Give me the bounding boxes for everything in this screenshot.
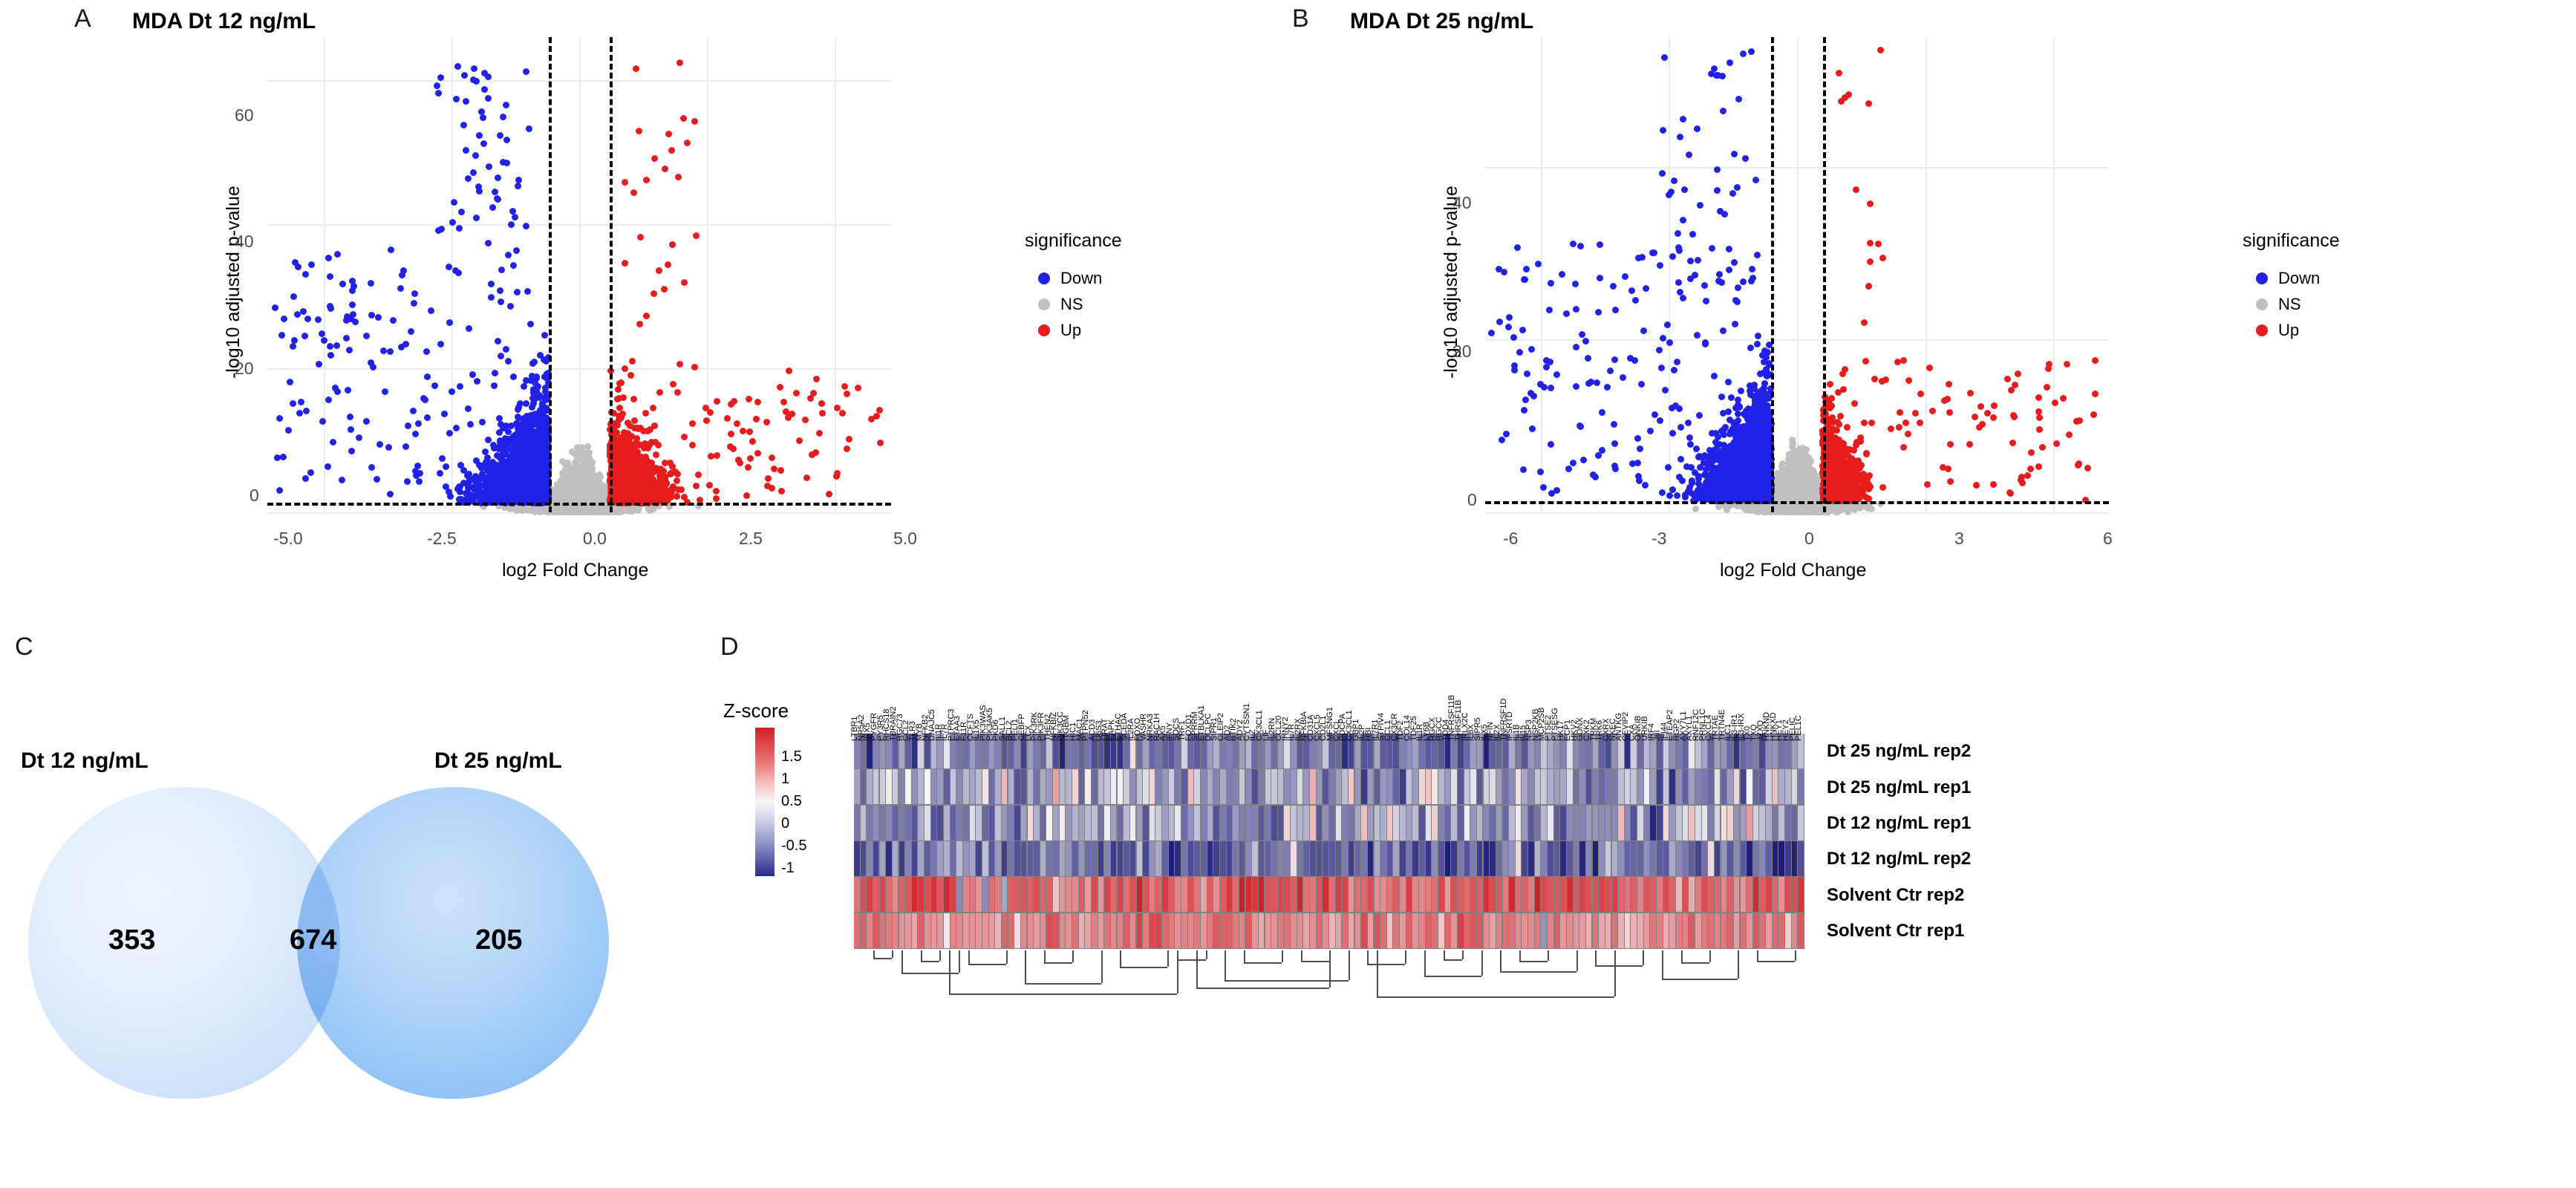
- volcano-point: [584, 471, 590, 477]
- volcano-point: [508, 484, 515, 491]
- volcano-point: [290, 400, 296, 407]
- volcano-point: [518, 451, 524, 458]
- volcano-point: [423, 348, 430, 355]
- gridline-horizontal: [267, 80, 891, 82]
- gridline-vertical: [451, 37, 453, 512]
- gridline-vertical: [579, 37, 581, 512]
- volcano-point: [542, 388, 549, 395]
- gridline-vertical: [324, 37, 325, 512]
- volcano-point: [515, 462, 521, 469]
- volcano-point: [521, 383, 527, 390]
- panel-a-title: MDA Dt 12 ng/mL: [132, 9, 316, 34]
- gridline-horizontal: [267, 368, 891, 370]
- volcano-point: [647, 507, 653, 514]
- volcano-point: [573, 457, 580, 464]
- volcano-point: [573, 474, 580, 480]
- gridline-vertical: [835, 37, 836, 512]
- panel-a: A MDA Dt 12 ng/mL -log10 adjusted p-valu…: [0, 0, 1262, 587]
- volcano-point: [524, 443, 531, 449]
- panel-a-y-axis-label: -log10 adjusted p-value: [223, 186, 244, 379]
- volcano-point: [514, 289, 521, 296]
- volcano-point: [290, 343, 296, 350]
- volcano-point: [517, 400, 524, 407]
- panel-a-ytick-40: 40: [235, 232, 254, 252]
- volcano-point: [505, 469, 512, 476]
- panel-a-ytick-0: 0: [250, 486, 259, 506]
- volcano-point: [508, 497, 515, 503]
- volcano-point: [635, 507, 642, 514]
- volcano-point: [541, 332, 548, 339]
- panel-a-letter: A: [74, 4, 91, 33]
- volcano-point: [524, 413, 530, 420]
- volcano-point: [596, 478, 602, 485]
- volcano-point: [539, 400, 546, 407]
- volcano-point: [538, 482, 544, 489]
- panel-a-plot-area: [267, 37, 891, 512]
- volcano-point: [533, 375, 540, 382]
- volcano-point: [402, 443, 409, 450]
- panel-a-ytick-60: 60: [235, 105, 254, 125]
- volcano-point: [588, 463, 595, 469]
- volcano-point: [535, 383, 541, 390]
- volcano-point: [424, 414, 431, 421]
- volcano-point: [624, 506, 630, 512]
- volcano-point: [511, 474, 518, 481]
- volcano-point: [506, 436, 512, 443]
- gridline-horizontal: [267, 224, 891, 226]
- panel-a-ytick-20: 20: [235, 359, 254, 379]
- volcano-point: [579, 448, 586, 455]
- volcano-point: [567, 479, 573, 486]
- gridline-vertical: [707, 37, 708, 512]
- volcano-point: [527, 321, 534, 327]
- volcano-point: [529, 404, 535, 411]
- volcano-point: [542, 443, 549, 450]
- volcano-point: [443, 463, 449, 470]
- volcano-point: [496, 415, 503, 422]
- volcano-point: [347, 414, 353, 420]
- volcano-point: [499, 452, 506, 459]
- volcano-point: [490, 463, 497, 469]
- volcano-point: [368, 464, 375, 471]
- volcano-point: [510, 373, 517, 380]
- volcano-point: [473, 457, 480, 464]
- volcano-point: [531, 359, 538, 365]
